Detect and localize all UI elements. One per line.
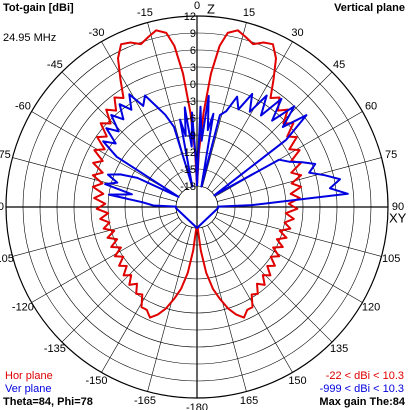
- angle-tick-label: -75: [0, 149, 11, 161]
- ring-db-label: -18: [180, 181, 196, 193]
- series-layer: [91, 29, 349, 319]
- theta-phi-label: Theta=84, Phi=78: [3, 396, 93, 408]
- legend-ver-plane: Ver plane: [5, 383, 52, 395]
- plane-title: Vertical plane: [334, 2, 405, 14]
- polar-grid: [5, 15, 389, 399]
- ring-db-label: 6: [190, 45, 196, 57]
- ring-db-label: 9: [190, 28, 196, 40]
- legend-hor-plane: Hor plane: [5, 370, 53, 382]
- angle-tick-label: 15: [243, 7, 255, 19]
- chart-title: Tot-gain [dBi]: [3, 2, 74, 14]
- frequency-label: 24.95 MHz: [3, 32, 57, 44]
- series-ver-plane: [102, 92, 349, 229]
- axis-label-xy: XY: [389, 211, 407, 226]
- angle-tick-label: -180: [186, 402, 208, 410]
- angle-tick-label: 120: [362, 302, 380, 314]
- angle-tick-label: 45: [333, 59, 345, 71]
- angle-tick-label: 0: [194, 0, 200, 12]
- max-gain-label: Max gain The:84: [319, 396, 405, 408]
- angle-tick-label: -90: [0, 201, 4, 213]
- ring-db-label: -15: [180, 164, 196, 176]
- angle-tick-label: -135: [44, 343, 66, 355]
- ring-db-label: 3: [190, 62, 196, 74]
- angle-tick-label: 60: [365, 101, 377, 113]
- angle-tick-label: -120: [12, 302, 34, 314]
- angle-tick-label: 30: [291, 27, 303, 39]
- ring-db-label: -12: [180, 147, 196, 159]
- angle-tick-label: -150: [85, 375, 107, 387]
- hor-range-label: -22 < dBi < 10.3: [325, 370, 404, 382]
- ring-db-label: 12: [184, 11, 196, 23]
- ring-db-label: -3: [186, 96, 196, 108]
- ring-db-label: -9: [186, 130, 196, 142]
- ring-db-label: 0: [190, 79, 196, 91]
- angle-tick-label: 75: [385, 149, 397, 161]
- angle-tick-label: -105: [0, 253, 14, 265]
- ver-range-label: -999 < dBi < 10.3: [319, 383, 404, 395]
- angle-tick-label: 105: [382, 253, 400, 265]
- angle-tick-label: 165: [240, 395, 258, 407]
- axis-label-z: Z: [207, 2, 215, 17]
- angle-tick-label: 90: [392, 201, 404, 213]
- angle-tick-label: -30: [89, 27, 105, 39]
- angle-tick-label: -45: [47, 59, 63, 71]
- angle-tick-label: -165: [134, 395, 156, 407]
- angle-tick-label: 135: [330, 343, 348, 355]
- angle-tick-label: 150: [288, 375, 306, 387]
- angle-tick-label: -60: [15, 101, 31, 113]
- angle-tick-label: -15: [137, 7, 153, 19]
- ring-db-label: -6: [186, 113, 196, 125]
